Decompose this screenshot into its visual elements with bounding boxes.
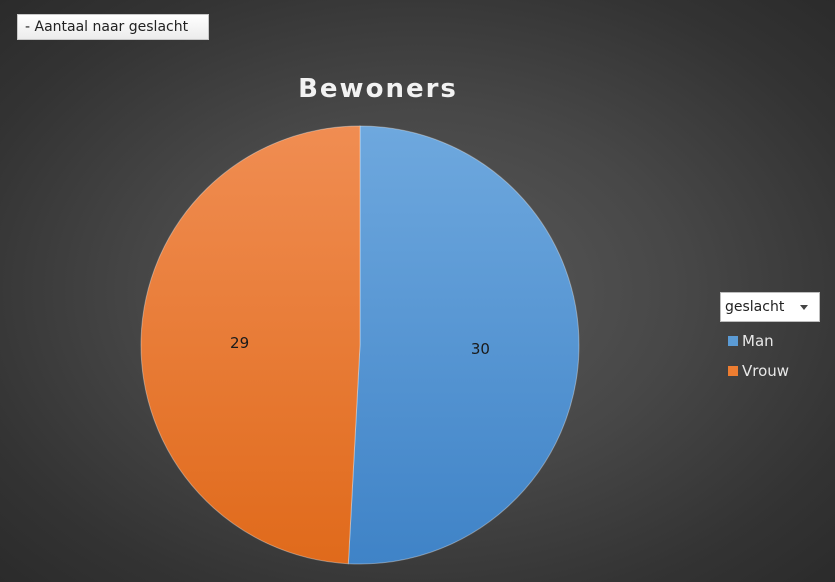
legend-title: geslacht	[725, 299, 785, 315]
dropdown-arrow-icon[interactable]	[800, 305, 808, 310]
legend-entry-man[interactable]: Man	[728, 330, 820, 352]
legend-entry-vrouw[interactable]: Vrouw	[728, 360, 820, 382]
legend-swatch-vrouw	[728, 366, 738, 376]
data-label-man: 30	[471, 340, 490, 358]
legend-swatch-man	[728, 336, 738, 346]
legend-label-man: Man	[742, 332, 774, 350]
legend: geslacht Man Vrouw	[720, 292, 820, 382]
legend-filter-dropdown[interactable]: geslacht	[720, 292, 820, 322]
legend-label-vrouw: Vrouw	[742, 362, 790, 380]
pie-slice-man[interactable]	[347, 125, 580, 565]
chart-title: Bewoners	[298, 74, 458, 104]
pie-slice-vrouw[interactable]	[140, 125, 361, 565]
data-label-vrouw: 29	[230, 334, 249, 352]
field-filter-button[interactable]: - Aantaal naar geslacht	[17, 14, 209, 40]
